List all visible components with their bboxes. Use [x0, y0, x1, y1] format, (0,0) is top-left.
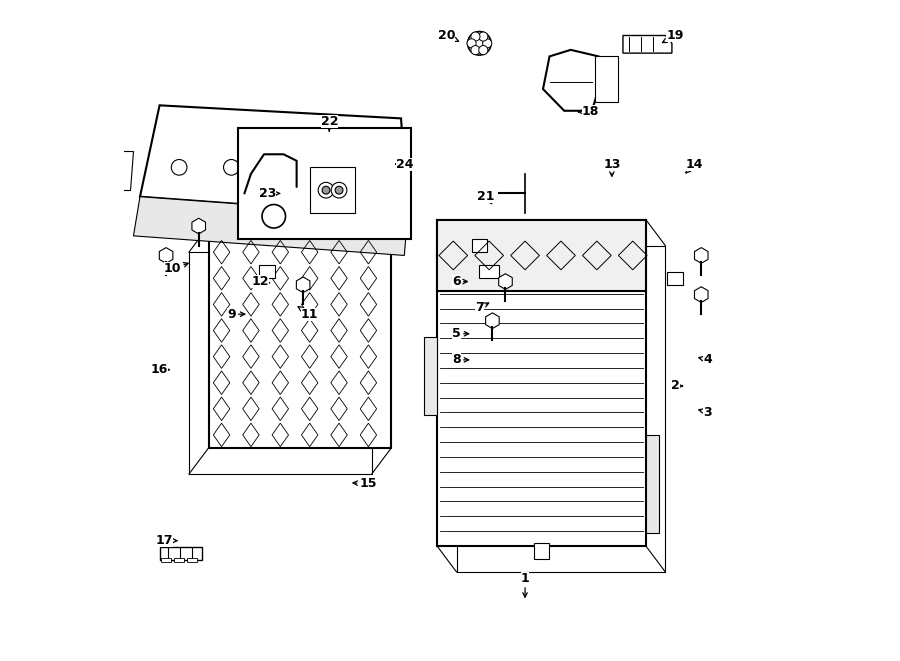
Text: 21: 21 [477, 190, 495, 204]
Bar [456, 246, 665, 572]
Text: 12: 12 [252, 275, 270, 288]
Circle shape [467, 39, 476, 48]
Bar [161, 559, 171, 563]
Text: 10: 10 [164, 262, 188, 275]
Circle shape [479, 32, 488, 41]
Text: 16: 16 [151, 363, 169, 376]
Circle shape [482, 39, 491, 48]
Circle shape [262, 204, 285, 228]
Circle shape [328, 159, 344, 175]
Bar [534, 543, 549, 559]
Text: 1: 1 [521, 572, 529, 597]
Text: 4: 4 [698, 354, 712, 366]
Text: 22: 22 [320, 115, 338, 131]
Polygon shape [133, 197, 408, 255]
Bar [472, 239, 487, 253]
Circle shape [479, 46, 488, 55]
Text: 11: 11 [298, 307, 319, 321]
Text: 5: 5 [452, 327, 469, 340]
Circle shape [171, 159, 187, 175]
Circle shape [331, 182, 346, 198]
Text: 15: 15 [353, 477, 377, 490]
Bar [595, 56, 618, 102]
Text: 6: 6 [452, 275, 467, 288]
Text: 18: 18 [579, 105, 599, 118]
Text: 14: 14 [686, 157, 704, 173]
Text: 13: 13 [603, 157, 620, 176]
Circle shape [468, 32, 491, 55]
Bar [667, 272, 683, 285]
Circle shape [319, 182, 334, 198]
Polygon shape [159, 547, 202, 561]
Text: 2: 2 [670, 379, 682, 393]
Bar [187, 559, 197, 563]
Polygon shape [543, 50, 598, 111]
Bar [424, 337, 436, 415]
Bar [238, 128, 410, 239]
Bar [259, 265, 275, 278]
Circle shape [335, 186, 343, 194]
Text: 3: 3 [698, 406, 712, 418]
Polygon shape [114, 151, 133, 190]
Bar [436, 219, 646, 292]
Bar [174, 559, 184, 563]
Text: 9: 9 [227, 307, 245, 321]
Text: 17: 17 [156, 534, 177, 547]
Text: 7: 7 [475, 301, 489, 314]
Polygon shape [480, 265, 499, 278]
Polygon shape [140, 105, 408, 216]
Circle shape [223, 159, 239, 175]
Text: 8: 8 [452, 354, 469, 366]
Circle shape [275, 159, 292, 175]
Polygon shape [623, 36, 672, 53]
Text: 19: 19 [662, 29, 684, 42]
Text: 23: 23 [258, 187, 280, 200]
Circle shape [471, 32, 480, 41]
Bar [436, 219, 646, 546]
Bar [646, 435, 659, 533]
Bar [209, 226, 392, 448]
Text: 24: 24 [395, 157, 413, 171]
Text: 20: 20 [438, 29, 459, 42]
Circle shape [471, 46, 480, 55]
Bar [189, 253, 372, 474]
Circle shape [322, 186, 330, 194]
Bar [310, 167, 356, 213]
